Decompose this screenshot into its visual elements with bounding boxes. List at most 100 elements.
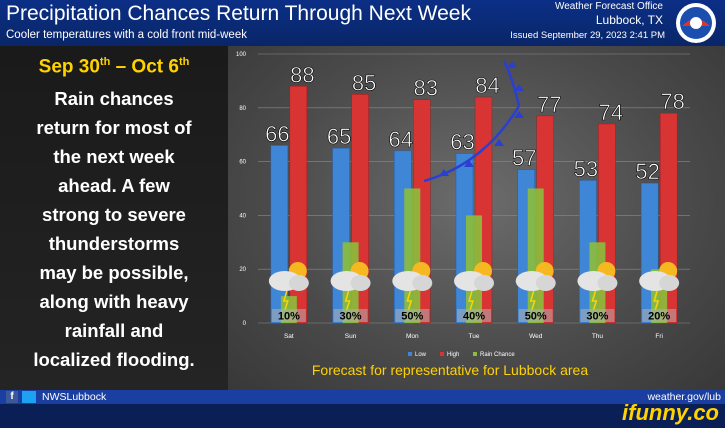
lightning-icon: [529, 290, 536, 311]
high-value-label: 85: [352, 70, 376, 95]
office-name: Weather Forecast Office: [554, 1, 663, 12]
high-value-label: 88: [290, 62, 314, 87]
lightning-icon: [344, 290, 351, 311]
rain-label-box: [457, 309, 491, 322]
chart-annotation: Forecast for representative for Lubbock …: [312, 362, 588, 378]
message-line: ahead. A few: [58, 175, 170, 196]
message-line: along with heavy: [39, 291, 189, 312]
rain-chance-label: 50%: [401, 311, 423, 323]
low-value-label: 63: [450, 130, 474, 155]
low-value-label: 64: [389, 127, 413, 152]
rain-label-box: [333, 309, 368, 322]
front-triangle: [514, 84, 524, 91]
front-triangle: [514, 111, 524, 118]
rain-label-box: [395, 309, 430, 322]
high-value-label: 74: [599, 100, 623, 125]
x-tick-label: Sun: [345, 333, 357, 340]
rain-bar: [404, 188, 421, 323]
high-value-label: 84: [475, 73, 499, 98]
rain-chance-label: 20%: [648, 311, 670, 323]
page-subtitle: Cooler temperatures with a cold front mi…: [6, 29, 247, 41]
high-value-label: 78: [660, 89, 684, 114]
header-bar: [0, 0, 725, 46]
x-tick-label: Mon: [406, 333, 419, 340]
cloud-icon: [535, 275, 556, 291]
front-triangle: [507, 61, 517, 68]
rain-chance-label: 30%: [340, 311, 362, 323]
x-tick-label: Wed: [529, 333, 543, 340]
low-value-label: 52: [635, 159, 659, 184]
message-line: Rain chances: [54, 88, 174, 109]
low-value-label: 65: [327, 124, 351, 149]
message-line: may be possible,: [39, 262, 189, 283]
office-city: Lubbock, TX: [595, 13, 663, 27]
legend-swatch: [440, 352, 444, 356]
y-tick-label: 80: [239, 106, 246, 112]
y-tick-label: 20: [239, 267, 246, 273]
cloud-icon: [412, 275, 433, 291]
summary-panel: Sep 30th – Oct 6th Rain chances return f…: [0, 46, 228, 390]
y-tick-label: 100: [236, 52, 247, 58]
x-tick-label: Fri: [655, 333, 663, 340]
nws-logo-icon: [676, 3, 716, 43]
high-value-label: 83: [414, 76, 438, 101]
lightning-icon: [282, 290, 289, 311]
rain-chance-label: 50%: [525, 311, 547, 323]
x-tick-label: Thu: [592, 333, 604, 340]
legend-label: High: [447, 352, 459, 358]
message-line: the next week: [53, 146, 175, 167]
message-line: strong to severe: [42, 204, 186, 225]
high-value-label: 77: [537, 92, 561, 117]
social-handle[interactable]: NWSLubbock: [42, 391, 107, 403]
legend-swatch: [473, 352, 477, 356]
front-triangle: [494, 139, 504, 146]
message-line: return for most of: [36, 117, 192, 138]
facebook-icon[interactable]: f: [6, 391, 18, 403]
legend-label: Rain Chance: [480, 352, 515, 358]
front-triangle: [464, 160, 474, 167]
lightning-icon: [591, 290, 598, 311]
cloud-icon: [659, 275, 680, 291]
low-value-label: 53: [574, 156, 598, 181]
cloud-icon: [288, 275, 309, 291]
summary-message: Rain chances return for most of the next…: [4, 84, 224, 374]
rain-label-box: [580, 309, 615, 322]
rain-label-box: [518, 309, 553, 322]
rain-chance-label: 10%: [278, 311, 300, 323]
cloud-icon: [597, 275, 618, 291]
date-range: Sep 30th – Oct 6th: [38, 56, 190, 78]
legend-swatch: [408, 352, 412, 356]
lightning-icon: [653, 290, 660, 311]
page-title: Precipitation Chances Return Through Nex…: [6, 2, 471, 25]
cold-front-icon: [423, 60, 521, 183]
lightning-icon: [406, 290, 413, 311]
rain-label-box: [271, 309, 306, 322]
cloud-icon: [350, 275, 371, 291]
lightning-icon: [467, 290, 475, 311]
twitter-icon[interactable]: [22, 391, 36, 403]
low-value-label: 66: [265, 121, 289, 146]
message-line: thunderstorms: [48, 233, 180, 254]
front-triangle: [439, 169, 449, 176]
rain-bar: [527, 188, 544, 323]
low-value-label: 57: [512, 146, 536, 171]
y-tick-label: 40: [239, 213, 246, 219]
website-link[interactable]: weather.gov/lub: [647, 391, 721, 403]
message-line: rainfall and: [64, 320, 164, 341]
footer-bar: [0, 390, 725, 404]
rain-chance-label: 30%: [586, 311, 608, 323]
legend-label: Low: [415, 352, 427, 358]
x-tick-label: Sat: [284, 333, 294, 340]
rain-chance-label: 40%: [463, 311, 485, 323]
issued-time: Issued September 29, 2023 2:41 PM: [510, 30, 665, 41]
watermark: ifunny.co: [622, 400, 719, 425]
watermark-bar: [0, 404, 725, 428]
y-tick-label: 60: [239, 160, 246, 166]
y-tick-label: 0: [243, 321, 247, 327]
forecast-chart: 0 20 40 60 80 100 10% 66 88 Sat 30% 65 85 Sun 50% 64 83 M…: [236, 52, 690, 378]
cloud-icon: [474, 275, 494, 291]
message-line: localized flooding.: [33, 349, 195, 370]
rain-label-box: [642, 309, 677, 322]
x-tick-label: Tue: [469, 333, 480, 340]
